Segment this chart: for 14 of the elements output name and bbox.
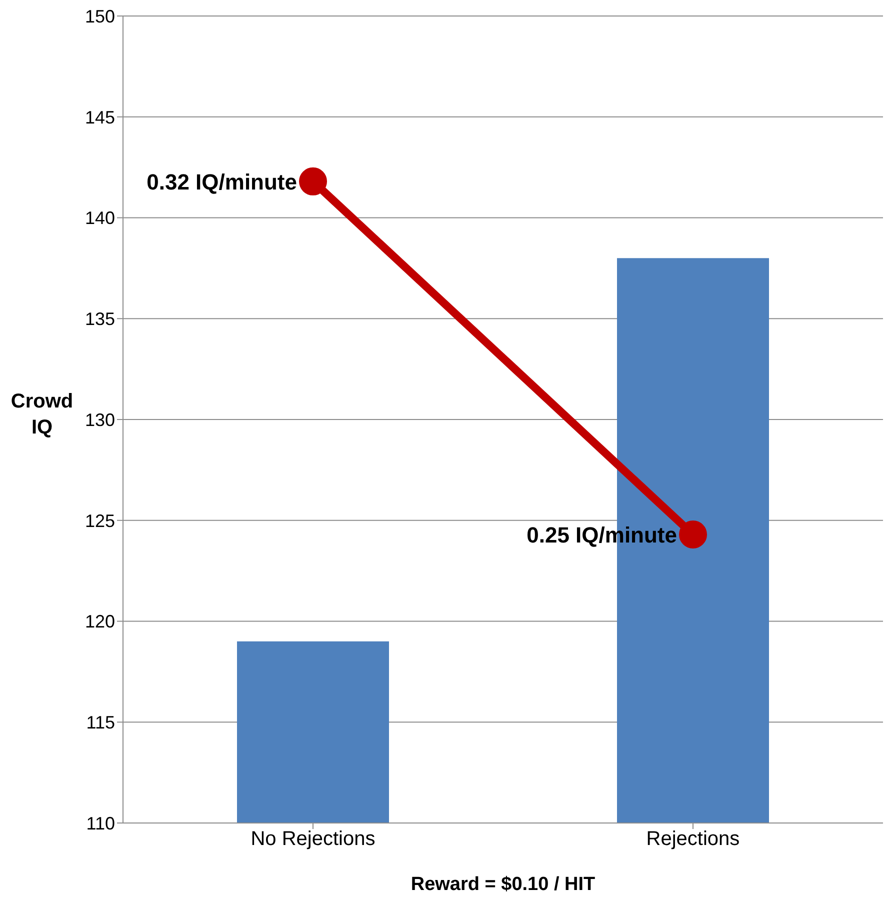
- y-tick-label: 150: [84, 6, 115, 26]
- y-tick-label: 120: [84, 612, 115, 632]
- y-tick-label: 110: [86, 813, 115, 834]
- y-axis-title: Crowd IQ: [10, 390, 74, 438]
- y-tick-label: 125: [84, 510, 115, 531]
- annotation: 0.32 IQ/minute: [146, 169, 297, 194]
- x-axis-title: Reward = $0.10 / HIT: [410, 874, 596, 895]
- y-tick-label: 135: [84, 309, 115, 330]
- y-tick-label: 115: [86, 712, 115, 733]
- x-tick-label: Rejections: [646, 828, 740, 850]
- y-tick-label: 140: [84, 208, 115, 228]
- x-tick-label: No Rejections: [250, 828, 376, 850]
- y-tick-label: 145: [84, 107, 115, 128]
- y-tick-label: 130: [84, 410, 115, 430]
